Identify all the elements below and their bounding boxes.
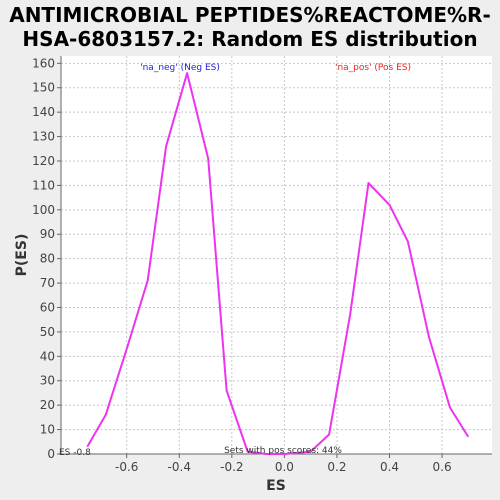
x-tick-label: -0.2 — [220, 460, 243, 474]
y-tick-label: 150 — [32, 81, 55, 95]
x-axis-label: ES — [266, 478, 286, 494]
x-tick-label: -0.6 — [115, 460, 138, 474]
series-points — [87, 73, 469, 455]
neg-es-label: 'na_neg' (Neg ES) — [140, 63, 220, 73]
x-tick-label: 0.6 — [433, 460, 452, 474]
y-tick-label: 120 — [32, 154, 55, 168]
y-tick-label: 60 — [40, 300, 55, 314]
pos-scores-label: Sets with pos scores: 44% — [224, 446, 342, 456]
y-axis-label: P(ES) — [14, 234, 30, 277]
x-tick-label: 0.4 — [380, 460, 399, 474]
x-tick-label: 0.0 — [275, 460, 294, 474]
y-tick-label: 50 — [40, 325, 55, 339]
y-tick-label: 80 — [40, 252, 55, 266]
y-ticks: 0 10 20 30 40 50 60 70 80 90 100 110 120 130 140 150 160 — [32, 56, 61, 461]
y-tick-label: 0 — [47, 447, 55, 461]
x-tick-label: -0.4 — [168, 460, 191, 474]
plot-area — [61, 56, 492, 454]
y-tick-label: 100 — [32, 203, 55, 217]
es-marker-label: ES -0.8 — [59, 448, 91, 458]
es-distribution-line — [86, 72, 470, 455]
y-tick-label: 90 — [40, 227, 55, 241]
y-tick-label: 140 — [32, 105, 55, 119]
x-ticks: -0.6 -0.4 -0.2 0.0 0.2 0.4 0.6 — [115, 454, 452, 474]
chart-title-line1: ANTIMICROBIAL PEPTIDES%REACTOME%R- — [9, 3, 491, 27]
chart-title-line2: HSA-6803157.2: Random ES distribution — [22, 27, 477, 51]
y-tick-label: 110 — [32, 178, 55, 192]
y-tick-label: 40 — [40, 349, 55, 363]
y-tick-label: 70 — [40, 276, 55, 290]
x-tick-label: 0.2 — [327, 460, 346, 474]
pos-es-label: 'na_pos' (Pos ES) — [335, 63, 411, 73]
y-tick-label: 10 — [40, 423, 55, 437]
y-tick-label: 30 — [40, 374, 55, 388]
y-tick-label: 130 — [32, 130, 55, 144]
y-tick-label: 20 — [40, 398, 55, 412]
y-tick-label: 160 — [32, 56, 55, 70]
